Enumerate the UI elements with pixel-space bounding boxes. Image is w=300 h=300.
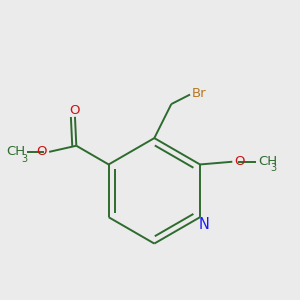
Text: 3: 3 [21,154,27,164]
Text: 3: 3 [271,163,277,173]
Text: O: O [235,155,245,168]
Text: O: O [70,104,80,117]
Text: O: O [37,146,47,158]
Text: N: N [199,217,209,232]
Text: Br: Br [192,87,206,100]
Text: CH: CH [259,155,278,168]
Text: CH: CH [6,146,25,158]
